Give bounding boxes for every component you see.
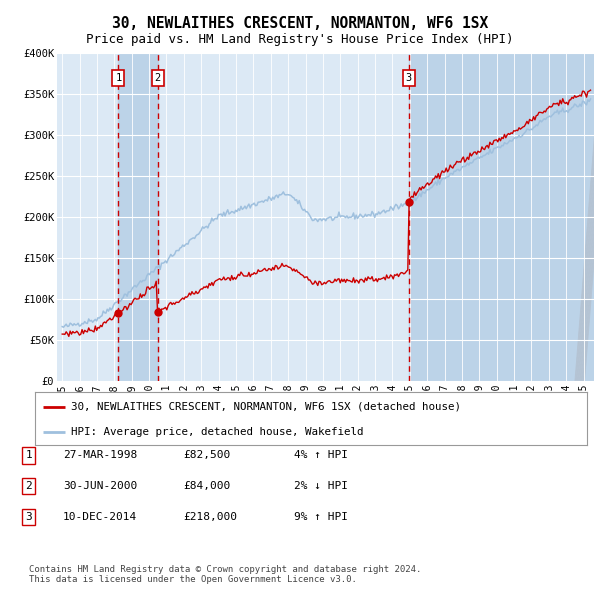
Text: 30-JUN-2000: 30-JUN-2000 — [63, 481, 137, 491]
Bar — [409, 53, 594, 381]
Text: 3: 3 — [406, 73, 412, 83]
Text: 1: 1 — [25, 451, 32, 460]
Text: £82,500: £82,500 — [183, 451, 230, 460]
Text: 3: 3 — [25, 512, 32, 522]
Text: 4% ↑ HPI: 4% ↑ HPI — [294, 451, 348, 460]
Text: 30, NEWLAITHES CRESCENT, NORMANTON, WF6 1SX (detached house): 30, NEWLAITHES CRESCENT, NORMANTON, WF6 … — [71, 402, 461, 412]
Text: 2: 2 — [25, 481, 32, 491]
Text: HPI: Average price, detached house, Wakefield: HPI: Average price, detached house, Wake… — [71, 427, 363, 437]
Bar — [118, 53, 158, 381]
Text: £218,000: £218,000 — [183, 512, 237, 522]
Text: Price paid vs. HM Land Registry's House Price Index (HPI): Price paid vs. HM Land Registry's House … — [86, 33, 514, 46]
Text: 2% ↓ HPI: 2% ↓ HPI — [294, 481, 348, 491]
Text: £84,000: £84,000 — [183, 481, 230, 491]
Text: 27-MAR-1998: 27-MAR-1998 — [63, 451, 137, 460]
Text: 2: 2 — [155, 73, 161, 83]
Text: 30, NEWLAITHES CRESCENT, NORMANTON, WF6 1SX: 30, NEWLAITHES CRESCENT, NORMANTON, WF6 … — [112, 16, 488, 31]
Text: 1: 1 — [115, 73, 121, 83]
Text: Contains HM Land Registry data © Crown copyright and database right 2024.
This d: Contains HM Land Registry data © Crown c… — [29, 565, 421, 584]
Text: 10-DEC-2014: 10-DEC-2014 — [63, 512, 137, 522]
Text: 9% ↑ HPI: 9% ↑ HPI — [294, 512, 348, 522]
